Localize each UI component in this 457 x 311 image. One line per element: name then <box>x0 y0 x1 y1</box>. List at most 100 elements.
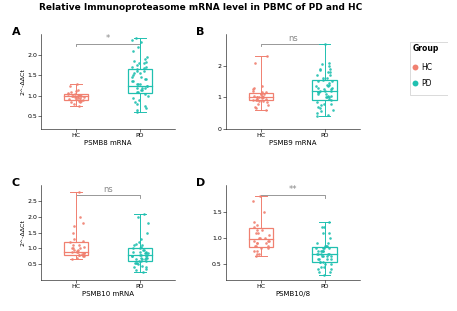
Point <box>80 254 87 259</box>
Point <box>74 93 82 98</box>
Point <box>255 235 263 240</box>
Point <box>253 248 260 253</box>
Point <box>314 100 321 104</box>
Point <box>319 230 326 235</box>
Text: ns: ns <box>288 34 298 43</box>
Point <box>133 85 140 90</box>
Point <box>252 254 260 259</box>
Point <box>324 76 331 81</box>
Point <box>252 243 259 248</box>
Point <box>139 243 146 248</box>
Point <box>77 93 84 98</box>
Point <box>317 106 324 111</box>
Point <box>253 228 260 233</box>
Point <box>142 77 149 82</box>
Point <box>260 99 267 104</box>
Point <box>142 255 149 260</box>
Point <box>64 91 72 96</box>
Point <box>138 255 145 260</box>
Point <box>263 100 271 104</box>
Text: D: D <box>197 178 206 188</box>
Point <box>263 241 270 246</box>
Point <box>80 95 87 100</box>
Point <box>70 102 78 107</box>
Point <box>128 254 136 259</box>
Point <box>78 252 85 257</box>
Text: Relative Immunoproteasome mRNA level in PBMC of PD and HC: Relative Immunoproteasome mRNA level in … <box>39 3 363 12</box>
Point <box>71 94 79 99</box>
Point <box>137 258 144 263</box>
Point <box>73 81 80 86</box>
Point <box>318 254 325 259</box>
Point <box>133 102 140 107</box>
Text: **: ** <box>288 185 297 194</box>
Point <box>318 251 325 256</box>
Point <box>264 246 271 251</box>
Point <box>321 41 329 46</box>
Point <box>74 248 82 253</box>
Point <box>252 98 260 103</box>
Point <box>128 79 136 84</box>
Point <box>74 93 82 98</box>
Point <box>64 90 72 95</box>
Bar <box>64 242 88 255</box>
Point <box>250 85 257 90</box>
Point <box>134 81 142 86</box>
Point <box>143 249 150 254</box>
Point <box>133 89 141 94</box>
Point <box>138 87 146 92</box>
Point <box>258 91 265 96</box>
Point <box>137 249 144 254</box>
Point <box>320 246 328 251</box>
Point <box>70 236 78 241</box>
Point <box>73 96 80 101</box>
Point <box>320 87 327 92</box>
Point <box>73 88 80 93</box>
Point <box>261 91 268 96</box>
Point <box>75 252 82 257</box>
Point <box>142 106 149 111</box>
Point <box>142 104 149 109</box>
Point <box>134 89 141 94</box>
Point <box>260 95 267 100</box>
X-axis label: PSMB10/8: PSMB10/8 <box>275 291 310 297</box>
Point <box>254 96 261 101</box>
Point <box>141 251 149 256</box>
Point <box>258 84 266 89</box>
Point <box>75 243 83 248</box>
Point <box>131 100 138 104</box>
Point <box>134 81 141 86</box>
Point <box>325 230 332 235</box>
Point <box>256 95 263 100</box>
Bar <box>128 69 152 93</box>
Point <box>261 235 269 240</box>
Point <box>81 244 88 249</box>
Point <box>317 68 324 73</box>
Point <box>257 246 265 251</box>
Point <box>254 95 261 100</box>
Point <box>323 256 330 261</box>
Point <box>324 112 332 117</box>
Point <box>322 95 329 100</box>
Point <box>143 230 151 235</box>
Point <box>325 251 332 256</box>
Point <box>66 97 73 102</box>
Point <box>252 230 260 235</box>
Point <box>327 267 334 272</box>
Point <box>79 221 86 226</box>
Point <box>313 246 320 251</box>
Point <box>70 248 78 253</box>
Point <box>136 97 143 102</box>
Point <box>68 246 75 251</box>
Point <box>255 251 262 256</box>
Point <box>327 254 334 259</box>
Point <box>142 265 149 270</box>
Point <box>142 257 149 262</box>
Point <box>73 94 80 99</box>
Point <box>133 69 140 74</box>
Point <box>317 103 324 108</box>
Point <box>316 259 324 264</box>
Point <box>136 246 143 251</box>
Point <box>75 104 83 109</box>
Point <box>315 256 323 261</box>
